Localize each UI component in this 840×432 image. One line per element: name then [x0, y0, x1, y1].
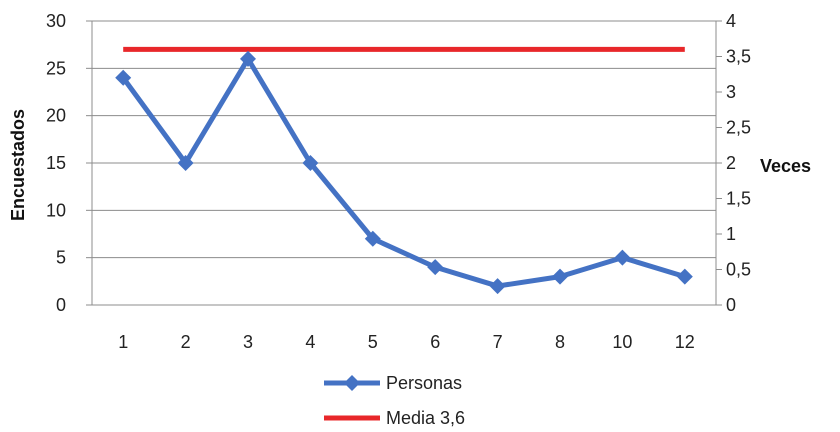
left-axis-ticks: 0 5 10 15 20 25 30: [46, 11, 92, 315]
data-point: [489, 278, 506, 295]
left-tick-label: 25: [46, 58, 66, 78]
left-tick-label: 30: [46, 11, 66, 31]
x-tick-label: 12: [675, 332, 695, 352]
x-tick-label: 8: [555, 332, 565, 352]
data-point: [115, 69, 132, 86]
legend-label: Media 3,6: [386, 408, 465, 428]
legend-label: Personas: [386, 373, 462, 393]
data-point: [240, 50, 256, 67]
x-tick-label: 2: [181, 332, 191, 352]
left-tick-label: 5: [56, 248, 66, 268]
right-axis-title: Veces: [760, 156, 811, 176]
series-layer: [115, 46, 693, 295]
x-axis-ticks: 1 2 3 4 5 6 7 8 10 12: [118, 332, 695, 352]
series-line-personas: [121, 56, 686, 289]
legend: Personas Media 3,6: [324, 373, 465, 428]
x-tick-label: 3: [243, 332, 253, 352]
data-point: [364, 230, 381, 247]
right-tick-label: 1,5: [726, 189, 751, 209]
right-tick-label: 3: [726, 82, 736, 102]
left-tick-label: 10: [46, 200, 66, 220]
x-tick-label: 4: [305, 332, 315, 352]
data-point: [614, 249, 631, 266]
x-tick-label: 1: [118, 332, 128, 352]
gridlines: [91, 20, 717, 306]
right-tick-label: 2: [726, 153, 736, 173]
right-tick-label: 3,5: [726, 47, 751, 67]
x-tick-label: 6: [430, 332, 440, 352]
right-tick-label: 0: [726, 295, 736, 315]
data-point: [427, 259, 444, 276]
x-tick-label: 5: [368, 332, 378, 352]
data-point: [676, 268, 693, 285]
data-point: [552, 268, 568, 285]
right-tick-label: 0,5: [726, 260, 751, 280]
right-tick-label: 4: [726, 11, 736, 31]
data-point: [302, 155, 319, 171]
right-axis-ticks: 0 0,5 1 1,5 2 2,5 3 3,5 4: [716, 11, 751, 315]
legend-marker: [344, 375, 360, 391]
left-tick-label: 20: [46, 106, 66, 126]
x-tick-label: 7: [493, 332, 503, 352]
left-axis-title: Encuestados: [8, 109, 28, 221]
right-tick-label: 1: [726, 224, 736, 244]
left-tick-label: 15: [46, 153, 66, 173]
right-tick-label: 2,5: [726, 118, 751, 138]
left-tick-label: 0: [56, 295, 66, 315]
data-point: [177, 155, 194, 171]
x-tick-label: 10: [612, 332, 632, 352]
